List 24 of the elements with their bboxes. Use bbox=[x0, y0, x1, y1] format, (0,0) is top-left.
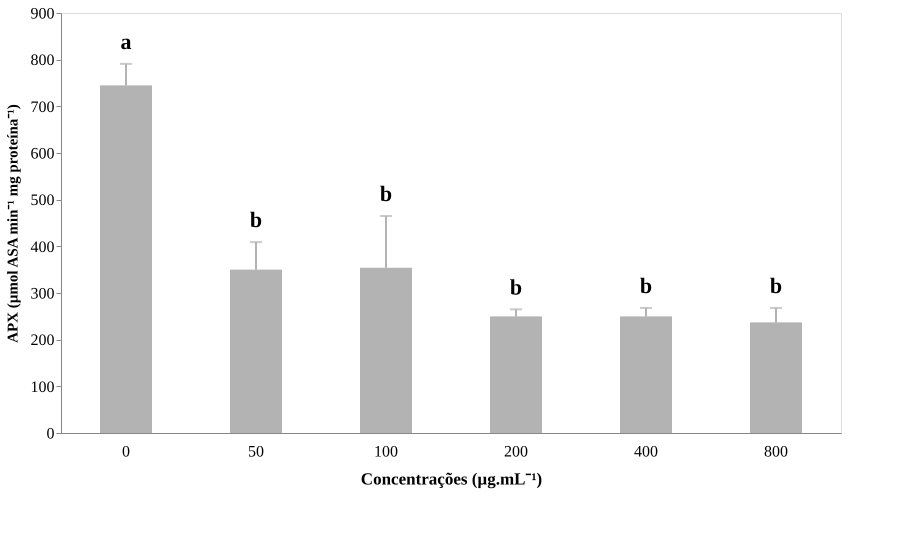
x-tick-label: 400 bbox=[634, 444, 658, 460]
x-tick-label: 200 bbox=[504, 444, 528, 460]
annotation: a bbox=[120, 28, 132, 54]
annotation: b bbox=[250, 207, 262, 232]
x-tick-label: 0 bbox=[122, 444, 130, 460]
annotation: b bbox=[510, 274, 522, 300]
y-axis-title: APX (µmol ASA min⁻¹ mg proteína⁻¹) bbox=[6, 104, 22, 343]
y-tick-label: 900 bbox=[30, 6, 54, 22]
annotation: b bbox=[770, 272, 782, 298]
y-tick-label: 500 bbox=[30, 192, 54, 210]
y-tick-label: 600 bbox=[30, 146, 54, 162]
y-tick-label: 700 bbox=[30, 98, 54, 116]
y-tick-label: 300 bbox=[30, 286, 54, 302]
y-tick-label: 400 bbox=[30, 238, 54, 256]
y-tick-label: 200 bbox=[30, 332, 54, 350]
x-tick-label: 100 bbox=[374, 444, 398, 460]
annotation: b bbox=[380, 181, 392, 206]
y-tick-label: 100 bbox=[30, 378, 54, 396]
y-tick-label: 0 bbox=[46, 426, 54, 442]
annotation: b bbox=[640, 272, 652, 298]
x-tick-label: 800 bbox=[764, 444, 788, 460]
x-axis-title: Concentrações (µg.mL⁻¹) bbox=[360, 470, 542, 488]
x-tick-label: 50 bbox=[248, 444, 264, 460]
y-tick-label: 800 bbox=[30, 52, 54, 70]
